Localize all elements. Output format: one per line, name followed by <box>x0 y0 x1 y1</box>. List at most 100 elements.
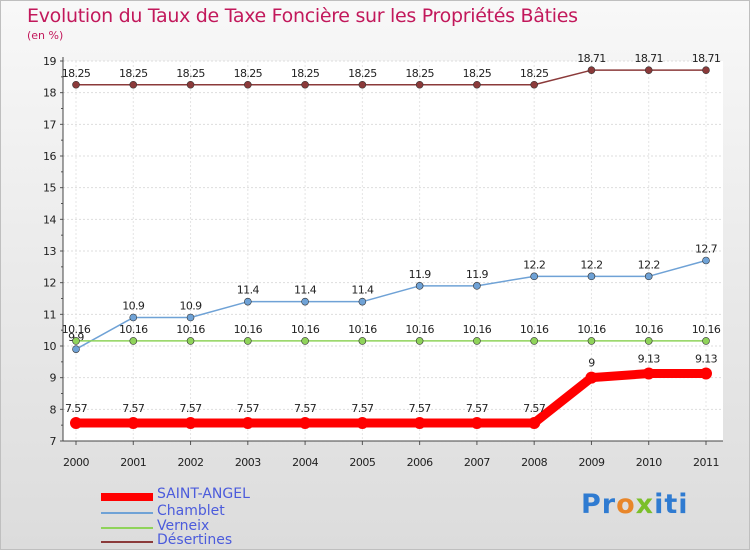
data-point-saint-angel <box>528 416 541 429</box>
data-label-chamblet: 11.9 <box>466 268 489 281</box>
data-label-d-sertines: 18.25 <box>176 67 205 80</box>
series-line-d-sertines <box>75 69 707 86</box>
data-label-chamblet: 11.4 <box>351 284 374 297</box>
data-label-d-sertines: 18.25 <box>62 67 91 80</box>
series-line-saint-angel <box>71 369 711 428</box>
x-tick-label: 2002 <box>178 456 204 469</box>
data-label-d-sertines: 18.25 <box>119 67 148 80</box>
data-point-saint-angel <box>241 416 254 429</box>
data-label-d-sertines: 18.25 <box>520 67 549 80</box>
x-tick-label: 2005 <box>349 456 375 469</box>
data-point-d-sertines <box>186 80 195 89</box>
x-tick-label: 2009 <box>578 456 604 469</box>
y-tick-label: 9 <box>50 372 57 385</box>
data-label-d-sertines: 18.71 <box>634 52 663 65</box>
data-point-d-sertines <box>301 80 309 89</box>
data-label-chamblet: 11.4 <box>237 284 260 297</box>
data-label-saint-angel: 7.57 <box>65 402 88 415</box>
data-point-chamblet <box>702 256 710 265</box>
data-label-verneix: 10.16 <box>348 323 377 336</box>
y-tick-label: 16 <box>43 150 56 163</box>
data-label-chamblet: 12.7 <box>695 243 718 256</box>
data-label-chamblet: 10.9 <box>122 300 145 313</box>
data-point-verneix <box>72 337 80 345</box>
y-unit-label: (en %) <box>27 29 64 42</box>
data-point-chamblet <box>358 297 367 306</box>
data-point-verneix <box>587 337 596 345</box>
data-label-saint-angel: 7.57 <box>294 402 317 415</box>
data-point-verneix <box>473 337 481 345</box>
data-label-chamblet: 10.9 <box>179 300 202 313</box>
data-label-saint-angel: 7.57 <box>179 402 202 415</box>
data-label-verneix: 10.16 <box>119 323 148 336</box>
data-label-chamblet: 12.2 <box>523 258 545 271</box>
y-tick-label: 13 <box>43 245 56 258</box>
data-point-verneix <box>530 337 538 345</box>
data-label-saint-angel: 7.57 <box>122 402 145 415</box>
legend-label-desertines: Désertines <box>157 532 233 548</box>
x-tick-label: 2001 <box>120 456 146 469</box>
data-label-d-sertines: 18.25 <box>348 67 377 80</box>
data-point-verneix <box>415 337 424 345</box>
x-tick-label: 2000 <box>63 456 89 469</box>
data-point-d-sertines <box>530 80 538 89</box>
legend-label-chamblet: Chamblet <box>157 503 225 519</box>
proxiti-logo: Proxiti <box>581 489 689 520</box>
data-point-saint-angel <box>184 416 197 429</box>
legend-swatch-desertines <box>101 541 153 543</box>
data-label-chamblet: 11.4 <box>294 284 317 297</box>
data-label-verneix: 10.16 <box>62 323 91 336</box>
data-point-saint-angel <box>642 367 655 380</box>
x-tick-label: 2010 <box>636 456 662 469</box>
data-point-saint-angel <box>700 367 712 380</box>
chart-title: Evolution du Taux de Taxe Foncière sur l… <box>27 5 578 27</box>
y-tick-label: 12 <box>43 277 56 290</box>
data-point-d-sertines <box>644 66 653 74</box>
y-tick-label: 18 <box>43 87 56 100</box>
data-label-saint-angel: 7.57 <box>409 402 432 415</box>
data-label-chamblet: 12.2 <box>580 258 602 271</box>
x-tick-label: 2011 <box>693 456 719 469</box>
data-label-verneix: 10.16 <box>463 323 492 336</box>
data-point-verneix <box>301 337 309 345</box>
data-point-verneix <box>702 337 710 345</box>
data-point-d-sertines <box>72 80 80 89</box>
data-point-d-sertines <box>244 80 252 89</box>
data-label-saint-angel: 9 <box>588 357 595 370</box>
data-label-saint-angel: 7.57 <box>237 402 260 415</box>
data-point-verneix <box>186 337 195 345</box>
data-point-chamblet <box>644 272 653 281</box>
data-point-chamblet <box>415 282 424 290</box>
y-tick-label: 19 <box>43 55 56 68</box>
y-tick-label: 11 <box>43 308 56 321</box>
data-point-verneix <box>644 337 653 345</box>
data-label-verneix: 10.16 <box>405 323 434 336</box>
y-tick-label: 8 <box>50 403 57 416</box>
data-point-verneix <box>244 337 252 345</box>
data-point-d-sertines <box>129 80 138 89</box>
data-point-chamblet <box>129 313 138 322</box>
data-label-d-sertines: 18.25 <box>463 67 492 80</box>
data-label-saint-angel: 9.13 <box>638 353 661 366</box>
data-point-verneix <box>129 337 138 345</box>
data-point-chamblet <box>244 297 252 306</box>
data-label-d-sertines: 18.25 <box>405 67 434 80</box>
data-label-saint-angel: 7.57 <box>523 402 546 415</box>
x-tick-label: 2007 <box>464 456 490 469</box>
data-point-d-sertines <box>415 80 424 89</box>
data-label-verneix: 10.16 <box>176 323 205 336</box>
data-point-d-sertines <box>358 80 367 89</box>
data-point-d-sertines <box>587 66 596 74</box>
data-label-verneix: 10.16 <box>634 323 663 336</box>
data-label-d-sertines: 18.25 <box>234 67 263 80</box>
data-point-chamblet <box>186 313 195 322</box>
legend-swatch-saint-angel <box>101 493 153 501</box>
data-point-chamblet <box>301 297 309 306</box>
data-point-d-sertines <box>702 66 710 74</box>
data-point-verneix <box>358 337 367 345</box>
legend-swatch-verneix <box>101 527 153 529</box>
series-line-chamblet <box>75 259 707 350</box>
y-tick-label: 15 <box>43 182 56 195</box>
data-point-d-sertines <box>473 80 481 89</box>
